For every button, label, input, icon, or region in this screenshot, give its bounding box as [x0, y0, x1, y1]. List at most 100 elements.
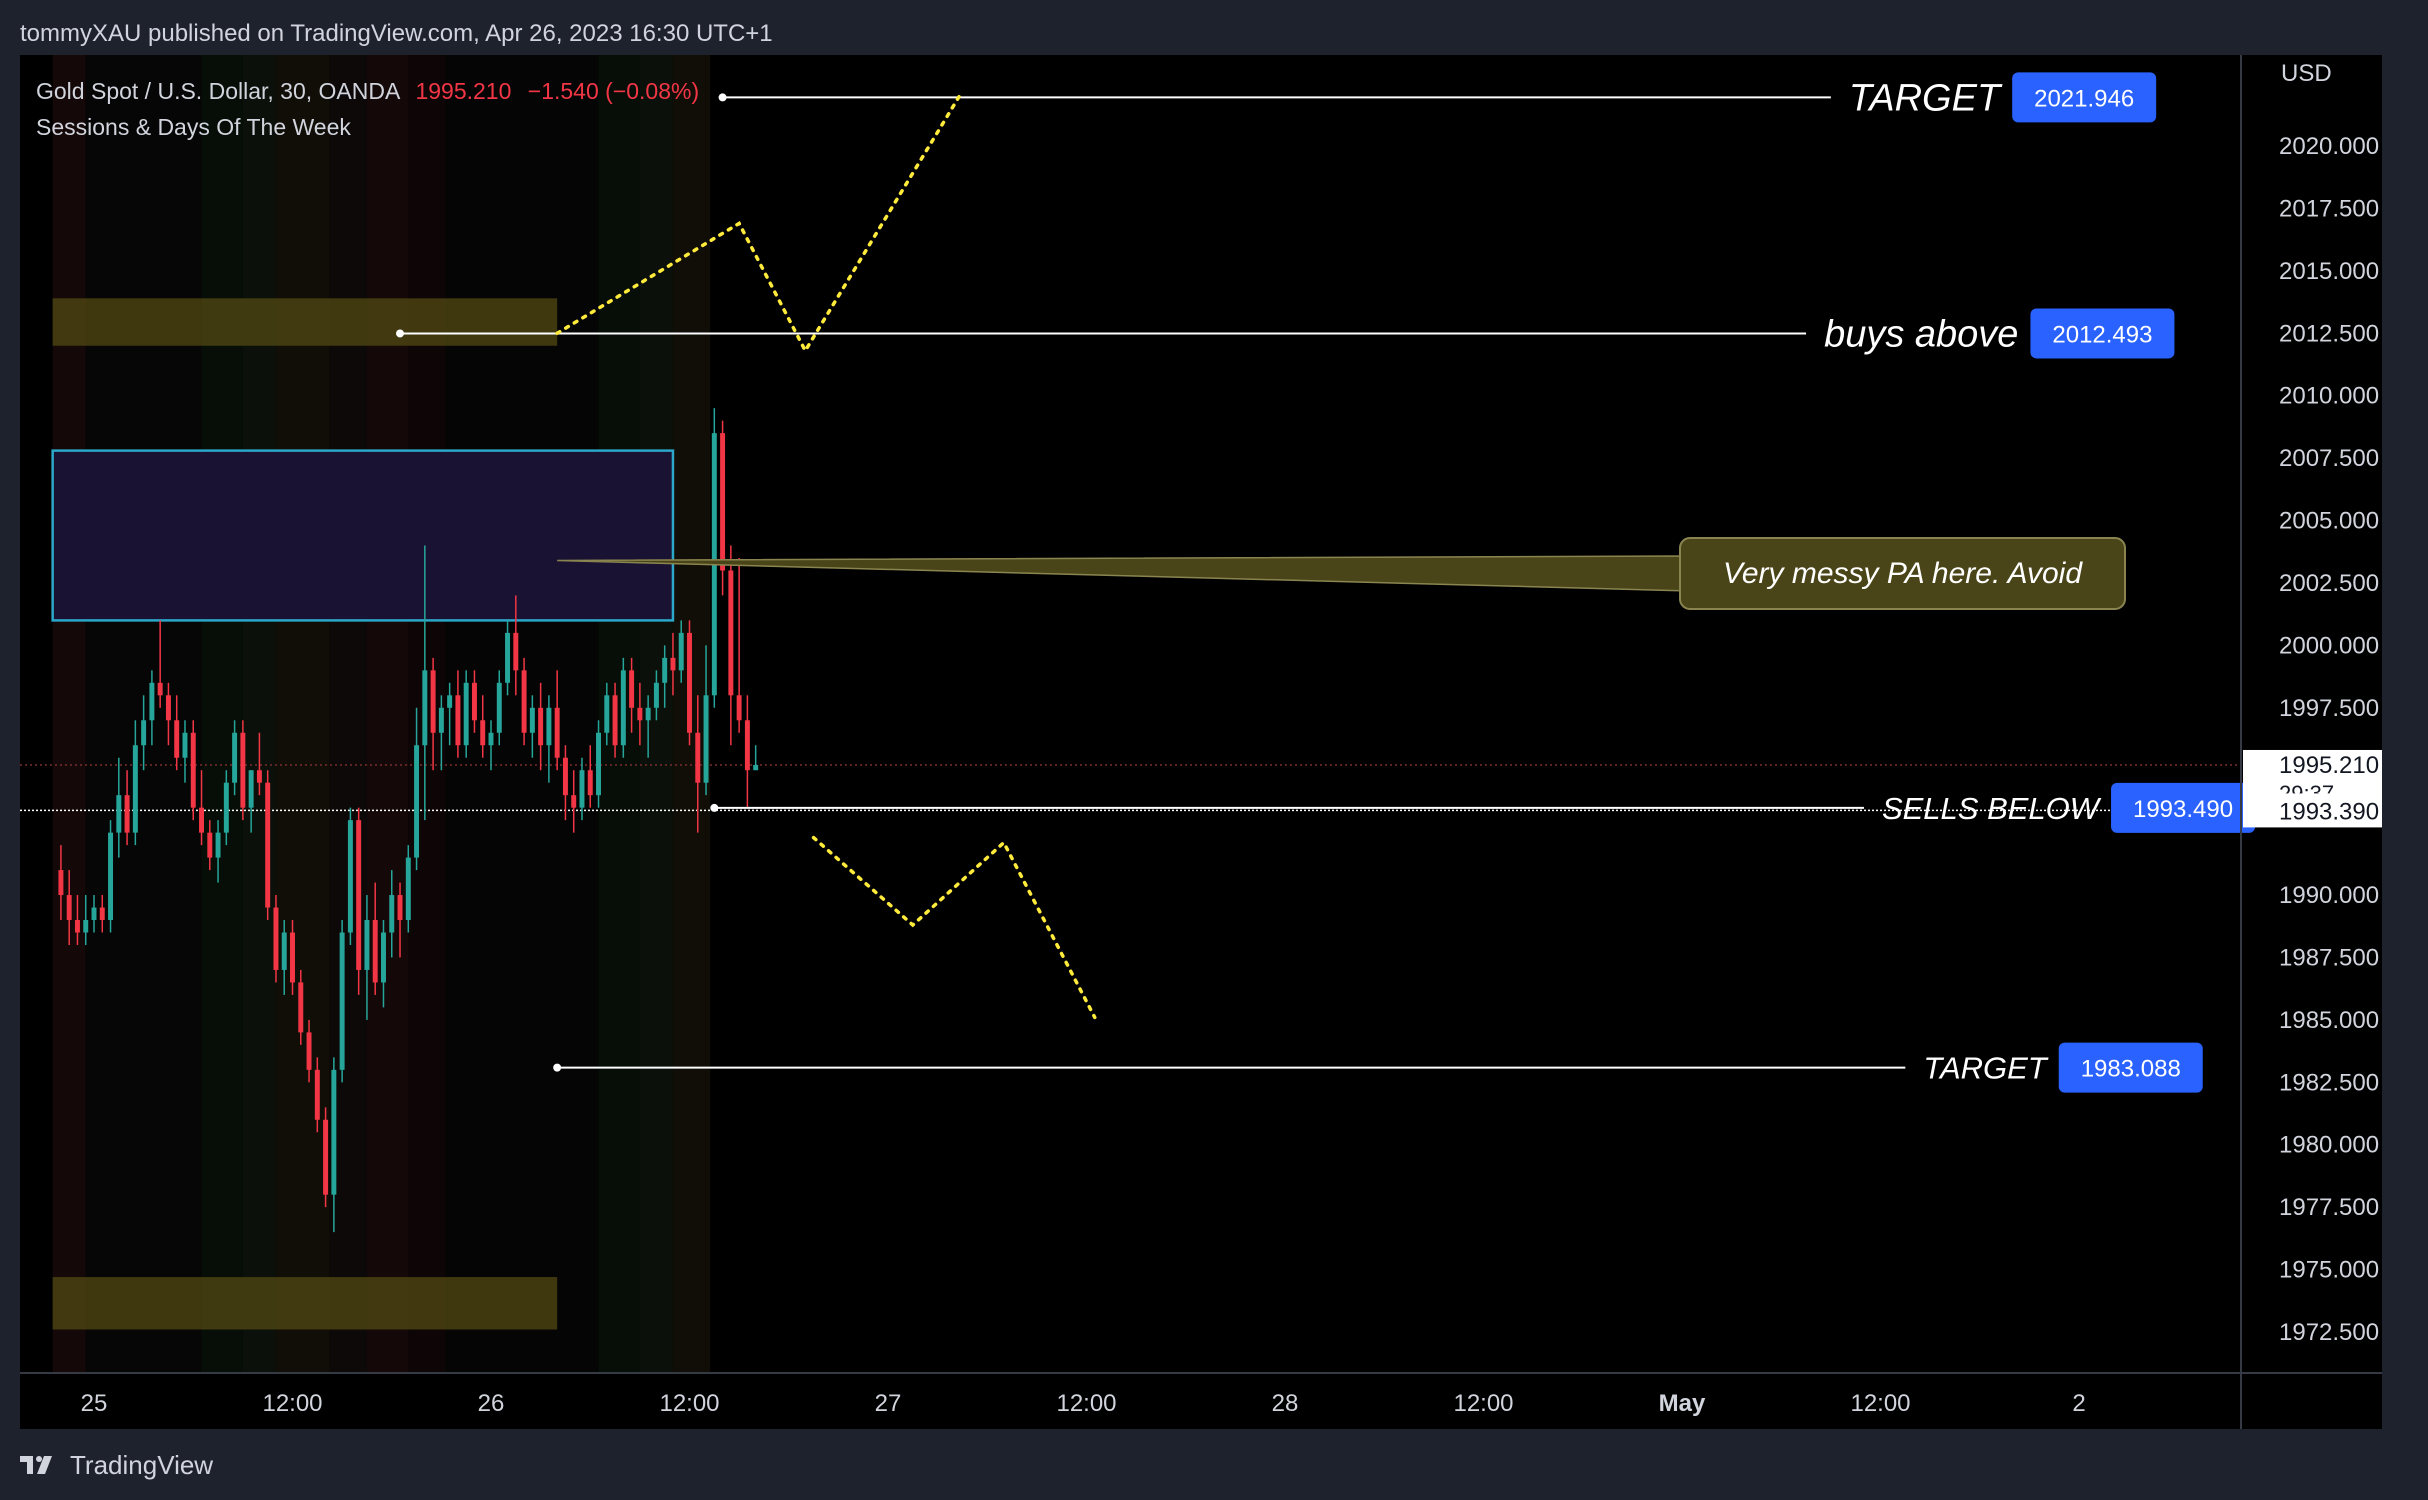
candle-body[interactable]: [645, 707, 651, 721]
candle-body[interactable]: [347, 820, 353, 933]
candle-body[interactable]: [165, 695, 171, 721]
candle-body[interactable]: [323, 1119, 329, 1195]
candle-body[interactable]: [298, 982, 304, 1033]
candle-body[interactable]: [637, 707, 643, 721]
supply-zone[interactable]: [52, 298, 558, 346]
candle-body[interactable]: [372, 920, 378, 983]
candle-body[interactable]: [744, 720, 750, 771]
candle-body[interactable]: [488, 732, 494, 746]
candle-body[interactable]: [116, 795, 122, 833]
bid-price-tag[interactable]: [2243, 793, 2382, 828]
symbol-name[interactable]: Gold Spot / U.S. Dollar, 30, OANDA: [36, 78, 400, 104]
callout-box[interactable]: [1679, 537, 2126, 610]
candle-body[interactable]: [149, 682, 155, 721]
candle-body[interactable]: [422, 670, 428, 746]
candle-body[interactable]: [290, 932, 295, 983]
candle-body[interactable]: [480, 720, 486, 746]
candle-body[interactable]: [695, 732, 701, 783]
candle-body[interactable]: [678, 632, 684, 671]
candle-body[interactable]: [538, 707, 544, 746]
candle-body[interactable]: [463, 682, 469, 746]
candle-body[interactable]: [99, 907, 105, 921]
candle-body[interactable]: [232, 732, 238, 783]
candle-body[interactable]: [190, 732, 196, 808]
candle-body[interactable]: [505, 632, 511, 683]
candle-body[interactable]: [513, 632, 519, 671]
candle-body[interactable]: [124, 795, 130, 833]
candle-body[interactable]: [521, 670, 527, 733]
candle-body[interactable]: [471, 682, 477, 721]
candle-body[interactable]: [83, 920, 89, 933]
brand-name[interactable]: TradingView: [70, 1449, 214, 1480]
candle-body[interactable]: [571, 795, 577, 808]
candle-body[interactable]: [629, 670, 635, 708]
imbalance-zone[interactable]: [51, 449, 675, 622]
candle-body[interactable]: [108, 832, 114, 921]
candle-body[interactable]: [364, 920, 370, 970]
candle-body[interactable]: [314, 1069, 320, 1120]
level-anchor-dot[interactable]: [710, 803, 719, 812]
candle-body[interactable]: [215, 832, 221, 858]
candle-body[interactable]: [132, 745, 138, 833]
candle-body[interactable]: [273, 907, 279, 970]
level-anchor-dot[interactable]: [396, 329, 405, 338]
candle-body[interactable]: [579, 770, 585, 808]
candle-body[interactable]: [58, 870, 64, 896]
candle-body[interactable]: [728, 570, 734, 696]
candle-body[interactable]: [620, 670, 626, 746]
candle-body[interactable]: [356, 820, 362, 970]
projection-path-up[interactable]: [555, 89, 965, 355]
candle-body[interactable]: [74, 920, 80, 933]
projection-path-down[interactable]: [811, 835, 1097, 1020]
candle-body[interactable]: [405, 857, 411, 921]
candle-body[interactable]: [157, 682, 163, 696]
candle-body[interactable]: [455, 695, 461, 746]
candle-body[interactable]: [447, 695, 453, 708]
price-badge[interactable]: [2111, 782, 2256, 833]
candle-body[interactable]: [66, 895, 72, 921]
candlestick-chart[interactable]: Very messy PA here. Avoid TARGET 2021.946 b…: [20, 55, 2382, 1429]
candle-body[interactable]: [265, 782, 271, 908]
indicator-name[interactable]: Sessions & Days Of The Week: [36, 114, 351, 140]
candle-body[interactable]: [199, 807, 205, 833]
price-badge[interactable]: [2030, 308, 2175, 359]
candle-body[interactable]: [182, 732, 188, 758]
candle-body[interactable]: [380, 932, 386, 983]
candle-body[interactable]: [736, 695, 742, 721]
tradingview-logo-icon[interactable]: [20, 1454, 60, 1476]
price-badge[interactable]: [2012, 72, 2157, 123]
candle-body[interactable]: [587, 770, 593, 796]
candle-body[interactable]: [248, 770, 254, 808]
candle-body[interactable]: [662, 657, 668, 683]
candle-body[interactable]: [91, 907, 97, 921]
candle-body[interactable]: [331, 1069, 337, 1195]
candle-body[interactable]: [753, 764, 759, 771]
candle-body[interactable]: [670, 657, 676, 671]
chart-pane[interactable]: Very messy PA here. Avoid TARGET 2021.946 b…: [20, 55, 2382, 1429]
candle-body[interactable]: [240, 732, 246, 808]
candle-body[interactable]: [612, 695, 618, 746]
candle-body[interactable]: [281, 932, 287, 970]
candle-body[interactable]: [653, 682, 659, 708]
candle-body[interactable]: [430, 670, 436, 733]
candle-body[interactable]: [306, 1032, 312, 1070]
demand-zone[interactable]: [52, 1277, 558, 1330]
candle-body[interactable]: [546, 707, 552, 746]
candle-body[interactable]: [174, 720, 180, 758]
candle-body[interactable]: [496, 682, 502, 733]
candle-body[interactable]: [604, 695, 610, 733]
candle-body[interactable]: [438, 707, 444, 733]
candle-body[interactable]: [562, 757, 568, 796]
candle-body[interactable]: [596, 732, 602, 796]
candle-body[interactable]: [339, 932, 345, 1070]
candle-body[interactable]: [554, 707, 560, 758]
candle-body[interactable]: [720, 433, 726, 571]
candle-body[interactable]: [529, 707, 535, 733]
price-badge[interactable]: [2058, 1042, 2203, 1093]
candle-body[interactable]: [703, 695, 709, 783]
candle-body[interactable]: [389, 895, 395, 933]
level-anchor-dot[interactable]: [553, 1063, 562, 1072]
candle-body[interactable]: [223, 782, 229, 833]
candle-body[interactable]: [397, 895, 403, 921]
candle-body[interactable]: [687, 632, 692, 733]
